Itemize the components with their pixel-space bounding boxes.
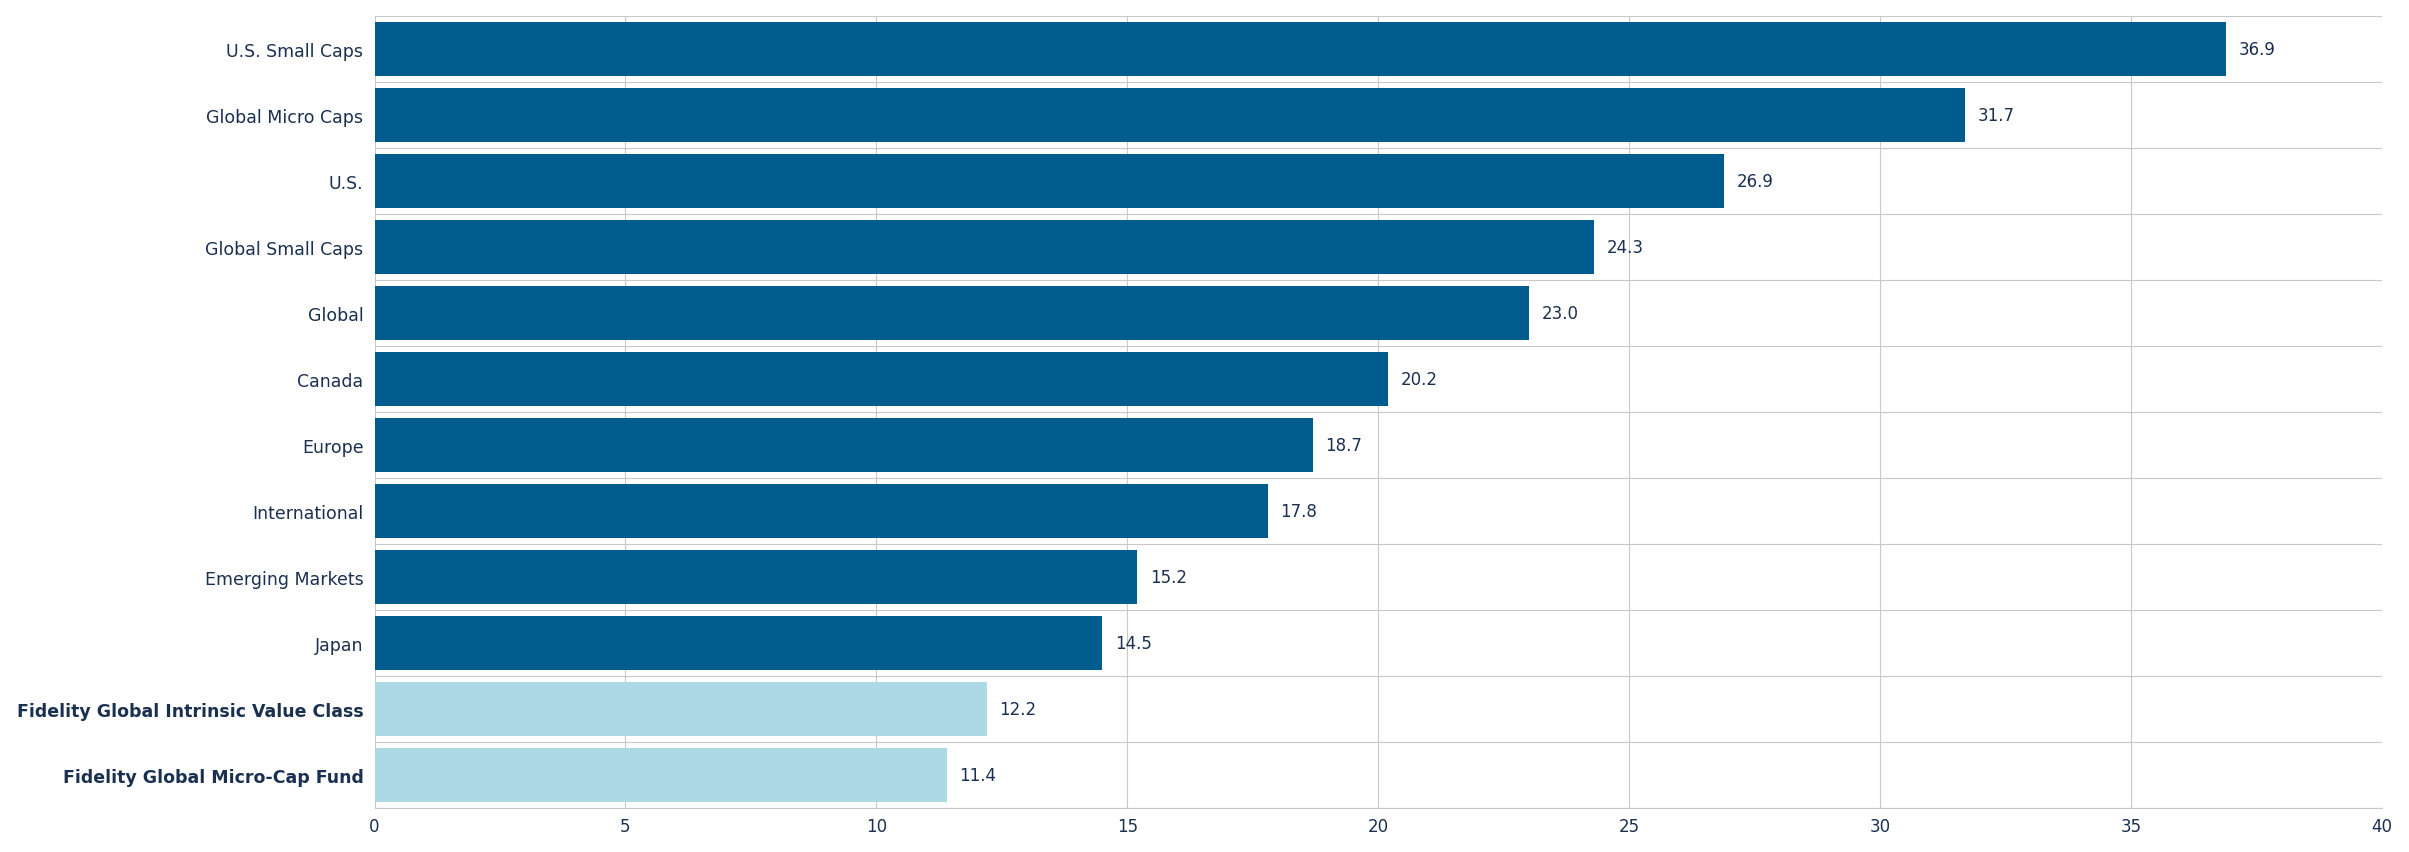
Text: 20.2: 20.2	[1400, 371, 1438, 389]
Text: 26.9: 26.9	[1737, 172, 1773, 191]
Text: 12.2: 12.2	[1000, 699, 1036, 717]
Bar	[373, 484, 1267, 538]
Text: 36.9: 36.9	[2238, 41, 2277, 59]
Bar	[373, 89, 1966, 142]
Bar	[373, 418, 1313, 472]
Text: 15.2: 15.2	[1149, 568, 1188, 586]
Bar	[373, 550, 1137, 604]
Text: 14.5: 14.5	[1115, 634, 1152, 652]
Text: 23.0: 23.0	[1542, 304, 1578, 322]
Bar	[373, 748, 947, 802]
Bar	[373, 154, 1725, 209]
Bar	[373, 682, 988, 736]
Text: 17.8: 17.8	[1279, 502, 1318, 520]
Text: 11.4: 11.4	[959, 766, 997, 784]
Text: 31.7: 31.7	[1978, 106, 2014, 124]
Bar	[373, 286, 1530, 340]
Bar	[373, 352, 1388, 406]
Bar	[373, 23, 2226, 77]
Text: 18.7: 18.7	[1325, 436, 1363, 454]
Text: 24.3: 24.3	[1607, 239, 1643, 256]
Bar	[373, 616, 1103, 670]
Bar	[373, 221, 1595, 274]
